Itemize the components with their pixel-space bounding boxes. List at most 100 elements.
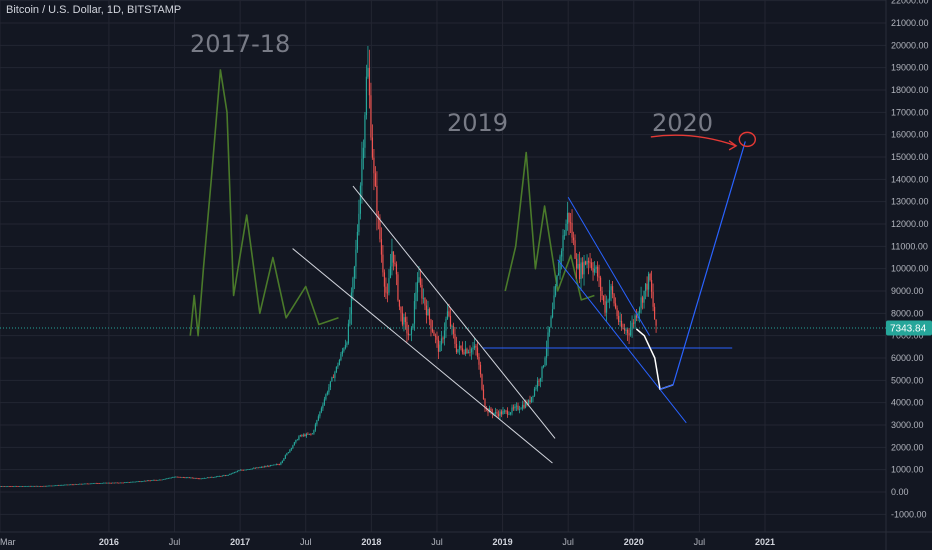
candle-body xyxy=(418,277,420,282)
candle-body xyxy=(82,483,84,485)
candle-body xyxy=(373,157,375,174)
candle-body xyxy=(541,366,543,379)
candle-body xyxy=(385,286,387,293)
candle-body xyxy=(4,486,6,488)
candle-body xyxy=(340,354,342,361)
candle-body xyxy=(128,482,130,483)
candle-body xyxy=(68,484,70,486)
candle-body xyxy=(235,471,237,473)
candle-body xyxy=(484,399,486,409)
candle-body xyxy=(427,308,429,316)
candle-body xyxy=(371,137,374,158)
y-tick-label: 20000.00 xyxy=(891,40,929,50)
red-arrow-head xyxy=(728,140,738,151)
candle-body xyxy=(433,331,435,336)
candle-body xyxy=(386,292,389,294)
candle-body xyxy=(319,411,321,417)
candle-body xyxy=(587,260,590,263)
y-tick-label: 1000.00 xyxy=(891,465,924,475)
candle-body xyxy=(169,477,171,479)
candle-body xyxy=(41,486,43,487)
candle-body xyxy=(655,319,657,326)
candle-body xyxy=(8,486,10,487)
candle-body xyxy=(290,448,292,450)
candle-body xyxy=(412,323,414,329)
candle-body xyxy=(94,482,96,484)
candle-body xyxy=(487,408,489,413)
candle-body xyxy=(329,381,331,388)
candle-body xyxy=(548,327,551,333)
candle-body xyxy=(346,343,348,345)
candle-body xyxy=(200,478,202,480)
candle-body xyxy=(184,477,186,479)
candle-body xyxy=(602,296,605,302)
candle-body xyxy=(223,475,225,477)
candle-body xyxy=(35,485,37,487)
candle-body xyxy=(263,466,265,468)
candle-body xyxy=(70,484,72,486)
candle-body xyxy=(164,478,166,480)
candle-body xyxy=(220,476,222,477)
candle-body xyxy=(464,348,467,354)
candle-body xyxy=(92,483,94,484)
candle-body xyxy=(415,292,417,301)
candle-body xyxy=(124,482,126,484)
candle-body xyxy=(34,485,36,487)
candle-body xyxy=(443,330,446,339)
candle-body xyxy=(544,357,546,366)
candle-body xyxy=(557,273,560,276)
x-tick-label: 2016 xyxy=(99,537,119,547)
candle-body xyxy=(332,377,335,379)
candle-body xyxy=(584,261,587,265)
candle-body xyxy=(436,336,438,340)
candle-body xyxy=(187,477,189,479)
candle-body xyxy=(266,465,268,467)
candle-body xyxy=(370,95,372,138)
candle-body xyxy=(71,484,73,486)
trend-lines[interactable] xyxy=(292,131,757,464)
candle-body xyxy=(437,339,440,352)
candle-body xyxy=(563,234,566,236)
candle-body xyxy=(131,481,133,483)
candle-body xyxy=(577,263,579,269)
candle-body xyxy=(463,352,465,354)
candle-body xyxy=(208,477,210,479)
candle-body xyxy=(539,378,542,382)
candle-body xyxy=(475,345,477,348)
candle-body xyxy=(278,464,280,466)
y-tick-label: 16000.00 xyxy=(891,130,929,140)
candle-body xyxy=(1,486,3,487)
candle-body xyxy=(428,308,431,320)
candle-body xyxy=(250,469,252,470)
candle-body xyxy=(566,212,569,224)
candle-body xyxy=(529,400,531,403)
candle-body xyxy=(323,399,325,405)
candle-body xyxy=(494,412,497,414)
candle-body xyxy=(521,404,524,409)
candle-body xyxy=(608,290,611,301)
candle-body xyxy=(367,68,369,77)
candle-body xyxy=(575,258,578,269)
candle-body xyxy=(578,263,581,280)
candle-body xyxy=(379,217,381,240)
candle-body xyxy=(190,477,192,479)
x-tick-label: Jul xyxy=(562,537,574,547)
x-tick-label: 2018 xyxy=(361,537,381,547)
candle-body xyxy=(616,308,618,316)
candle-body xyxy=(304,434,306,437)
candle-body xyxy=(256,467,258,469)
candle-body xyxy=(550,317,552,328)
candle-body xyxy=(499,411,501,417)
candle-body xyxy=(19,486,21,487)
current-price-marker: 7343.84 xyxy=(886,320,932,336)
candle-body xyxy=(590,262,593,269)
candle-body xyxy=(265,466,267,468)
candle-body xyxy=(58,485,60,486)
candle-body xyxy=(383,272,386,287)
candle-body xyxy=(175,476,177,478)
candle-body xyxy=(403,317,405,325)
candle-body xyxy=(343,348,345,351)
x-tick-label: Jul xyxy=(300,537,312,547)
candle-body xyxy=(353,266,356,279)
